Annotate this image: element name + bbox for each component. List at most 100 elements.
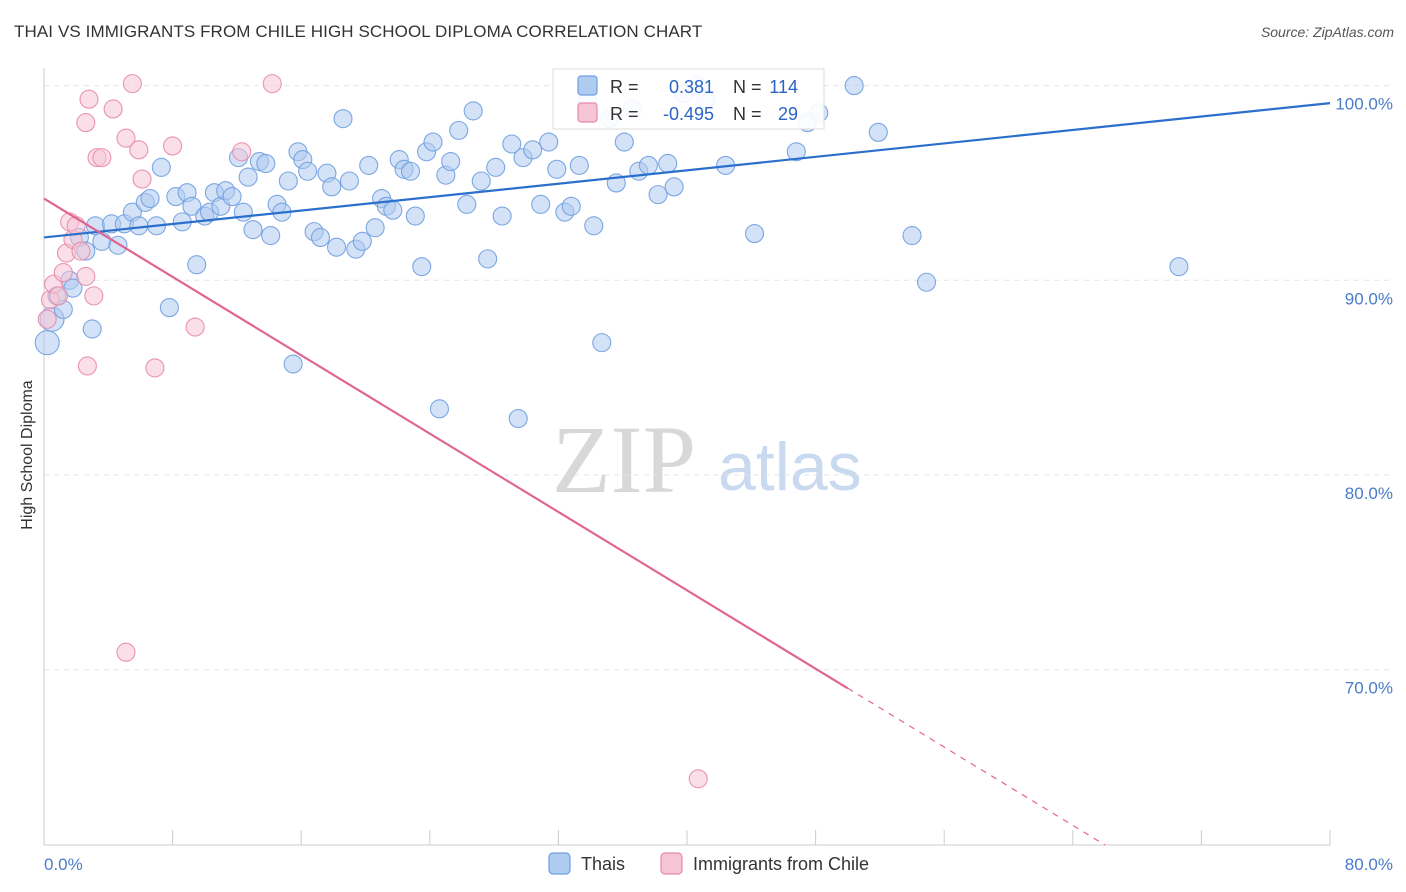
trend-line-thais — [43, 102, 1331, 239]
chile-point — [185, 317, 205, 337]
thais-point — [159, 298, 179, 318]
legend: Thais Immigrants from Chile — [548, 852, 869, 875]
stats-r-value-chile: -0.495 — [663, 104, 714, 124]
thais-point — [34, 330, 60, 356]
chile-point — [145, 358, 165, 378]
thais-point — [233, 202, 253, 222]
y-tick-label-80: 80.0% — [1345, 484, 1393, 503]
chile-point — [163, 136, 183, 156]
y-tick-label-90: 90.0% — [1345, 289, 1393, 308]
thais-point — [283, 354, 303, 374]
thais-point — [327, 237, 347, 257]
thais-point — [429, 399, 449, 419]
stats-n-value-thais: 114 — [769, 77, 798, 97]
stats-n-label-chile: N = — [733, 104, 762, 124]
chile-point — [76, 113, 96, 133]
thais-point — [457, 194, 477, 214]
stats-box: R = 0.381 N = 114 R = -0.495 N = 29 — [552, 68, 825, 130]
thais-point — [648, 185, 668, 205]
watermark-atlas: atlas — [718, 429, 862, 505]
chile-point — [71, 241, 91, 261]
y-tick-label-70: 70.0% — [1345, 679, 1393, 698]
x-tick-label-min: 0.0% — [44, 855, 83, 874]
chile-point — [262, 74, 282, 94]
thais-point — [614, 132, 634, 152]
chile-point — [103, 99, 123, 119]
thais-point — [531, 194, 551, 214]
trend-line-chile — [43, 197, 849, 690]
thais-point — [463, 101, 483, 121]
x-tick-label-max: 80.0% — [1345, 855, 1393, 874]
legend-swatch-thais — [548, 852, 571, 875]
watermark-zip: ZIP — [552, 406, 696, 513]
thais-point — [187, 255, 207, 275]
thais-point — [486, 157, 506, 177]
thais-point — [902, 225, 922, 246]
stats-n-label-thais: N = — [733, 77, 762, 97]
thais-point — [844, 76, 864, 96]
watermark: ZIP atlas — [552, 406, 862, 513]
thais-point — [449, 120, 469, 140]
chile-point — [37, 309, 57, 329]
trend-line-chile-extrapolated — [847, 687, 1106, 846]
legend-label-thais: Thais — [581, 854, 625, 874]
thais-point — [322, 177, 342, 197]
thais-point — [238, 167, 258, 187]
thais-point — [508, 409, 528, 429]
chile-point — [116, 642, 136, 662]
thais-point — [151, 157, 171, 177]
thais-point — [352, 231, 372, 251]
stats-box-frame — [552, 68, 825, 130]
thais-point — [222, 187, 242, 207]
chile-point — [76, 266, 96, 286]
thais-point — [584, 216, 604, 236]
thais-point — [569, 155, 589, 175]
stats-swatch-thais — [577, 75, 598, 96]
chile-point — [116, 128, 136, 148]
thais-point — [502, 134, 522, 154]
thais-point — [365, 218, 385, 238]
thais-point — [256, 153, 276, 174]
thais-point — [561, 196, 581, 216]
chart-title: THAI VS IMMIGRANTS FROM CHILE HIGH SCHOO… — [14, 22, 703, 41]
thais-point — [359, 155, 379, 175]
thais-point — [539, 132, 559, 152]
thais-point — [243, 220, 263, 240]
thais-point — [278, 171, 298, 191]
thais-point — [310, 227, 331, 248]
thais-point — [339, 171, 359, 191]
thais-point — [298, 161, 318, 181]
thais-point — [140, 188, 160, 209]
stats-r-label-chile: R = — [610, 104, 639, 124]
y-tick-label-100: 100.0% — [1335, 95, 1393, 114]
chile-point — [232, 142, 252, 162]
thais-point — [523, 140, 543, 160]
series-chile — [37, 74, 708, 789]
thais-point — [471, 171, 491, 191]
thais-point — [786, 142, 806, 162]
grid: 70.0% 80.0% 90.0% 100.0% — [44, 85, 1393, 698]
thais-point — [400, 161, 421, 181]
thais-point — [638, 155, 658, 175]
thais-point — [916, 272, 937, 292]
chart-source: Source: ZipAtlas.com — [1260, 24, 1394, 40]
thais-point — [592, 333, 612, 353]
thais-point — [405, 206, 425, 226]
thais-point — [441, 151, 461, 172]
thais-point — [1169, 257, 1189, 277]
thais-point — [82, 319, 102, 339]
chile-point — [132, 169, 152, 189]
thais-point — [664, 177, 684, 197]
chile-point — [53, 262, 73, 283]
thais-point — [261, 225, 281, 246]
thais-point — [658, 153, 678, 174]
chile-point — [92, 148, 112, 168]
stats-r-label-thais: R = — [610, 77, 639, 97]
chile-point — [77, 356, 97, 376]
thais-point — [423, 132, 443, 152]
thais-point — [492, 206, 512, 226]
chile-point — [66, 216, 86, 236]
chile-point — [79, 89, 99, 109]
chile-point — [122, 74, 142, 94]
